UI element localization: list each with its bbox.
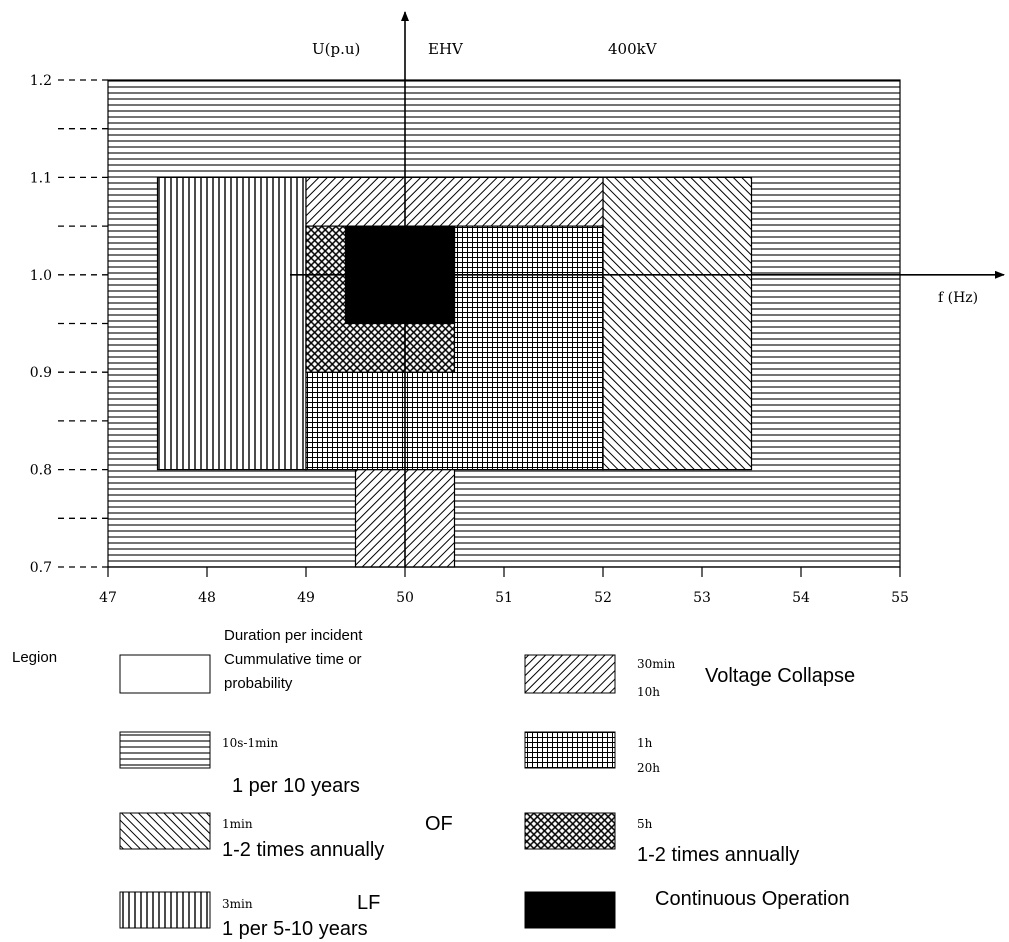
x-tick-label: 47 [99, 590, 117, 606]
y-tick-label: 1.2 [30, 73, 52, 89]
x-tick-label: 52 [594, 590, 612, 606]
legend-empty-swatch [119, 654, 211, 694]
legend-duration-5h: 5h [637, 817, 653, 831]
legend-swatch-backdiag [119, 812, 211, 850]
x-tick-label: 55 [891, 590, 909, 606]
legend-swatch-checker [524, 812, 616, 850]
legend-note-30min: 10h [637, 685, 660, 699]
legend-swatch-diag [524, 654, 616, 694]
legend-duration-1h: 1h [637, 736, 653, 750]
legend-note-3min: 1 per 5-10 years [222, 918, 368, 940]
legend-swatch-grid [524, 731, 616, 769]
xlabel: f (Hz) [938, 290, 978, 306]
legend-swatch-horizontal [119, 731, 211, 769]
legend-duration-10s: 10s-1min [222, 736, 278, 750]
legend-header-line2: Cummulative time or [224, 651, 362, 668]
legend-note-continuous: Continuous Operation [655, 888, 850, 910]
legend-tag-of: OF [425, 813, 453, 835]
regions-layer [107, 79, 901, 568]
legend-tag-lf: LF [357, 892, 380, 914]
y-tick-label: 0.7 [30, 560, 52, 576]
voltage-value: 400kV [608, 40, 658, 58]
legend-header-line3: probability [224, 675, 293, 692]
legend-swatch-solid [524, 891, 616, 929]
legend: Legion Duration per incident Cummulative… [12, 627, 855, 940]
tick-labels: 47 48 49 50 51 52 53 54 55 1.2 1.1 1.0 0.9 0.8 0.7 [30, 73, 909, 606]
y-tick-label: 1.1 [30, 170, 52, 186]
axes-layer [58, 11, 1005, 577]
legend-note-1min: 1-2 times annually [222, 839, 384, 861]
region-r-3min [156, 176, 307, 471]
legend-title: Legion [12, 649, 57, 666]
legend-header-line1: Duration per incident [224, 627, 363, 644]
legend-note-1h: 20h [637, 761, 660, 775]
y-tick-label: 1.0 [30, 268, 52, 284]
x-tick-label: 49 [297, 590, 315, 606]
legend-duration-3min: 3min [222, 897, 253, 911]
x-tick-label: 54 [792, 590, 810, 606]
y-tick-label: 0.9 [30, 365, 52, 381]
legend-swatch-vertical [119, 891, 211, 929]
voltage-level: EHV [428, 40, 464, 58]
x-tick-label: 53 [693, 590, 711, 606]
legend-note-10s: 1 per 10 years [232, 775, 360, 797]
ylabel: U(p.u) [312, 40, 360, 58]
region-r-30min-top [305, 176, 604, 227]
legend-note-5h: 1-2 times annually [637, 844, 799, 866]
x-tick-label: 50 [396, 590, 414, 606]
x-tick-label: 51 [495, 590, 513, 606]
legend-duration-30min: 30min [637, 657, 675, 671]
x-tick-label: 48 [198, 590, 216, 606]
region-r-1min-right [602, 176, 753, 471]
legend-duration-1min: 1min [222, 817, 253, 831]
y-tick-label: 0.8 [30, 463, 52, 479]
legend-tag-voltage-collapse: Voltage Collapse [705, 665, 855, 687]
